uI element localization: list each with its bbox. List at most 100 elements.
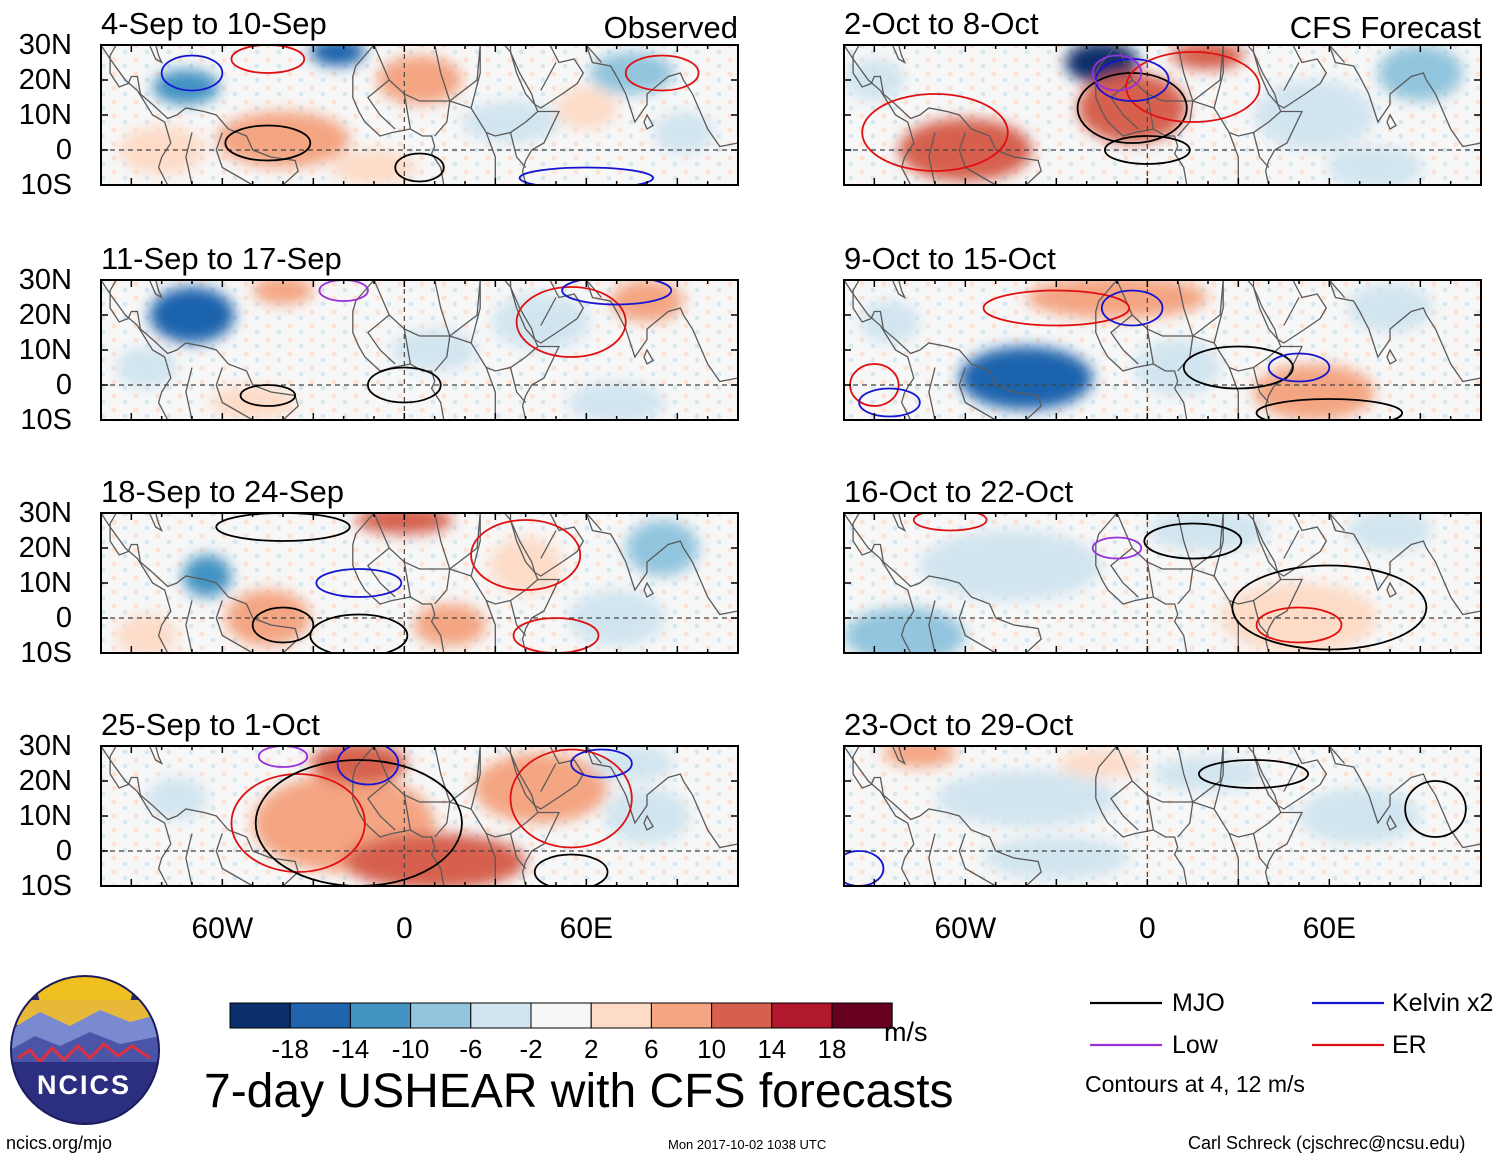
border-3 [470,513,539,605]
contour-6 [1091,54,1143,92]
colorbar-swatch-9 [711,1002,773,1029]
chart-title: 7-day USHEAR with CFS forecasts [204,1065,954,1118]
panel-6 [843,279,1482,421]
colorbar-swatch-1 [229,1002,291,1029]
shear-blob-5 [210,385,296,420]
shear-blob-4 [377,55,462,105]
border-9 [215,367,254,420]
border-9 [958,367,997,420]
contour-2 [160,54,224,92]
contours [849,289,1404,420]
shear-blob-6 [556,87,617,129]
y-tick-label: 30N [18,730,72,762]
coastlines [844,746,1481,886]
colorbar-tick-label: 14 [757,1034,787,1064]
landmass-2 [148,746,164,766]
contours [844,759,1467,886]
colorbar-swatch-5 [470,1002,532,1029]
contour-5 [1091,536,1143,560]
landmass-5 [1328,280,1481,383]
legend-label: ER [1392,1031,1427,1059]
border-4 [367,79,396,130]
contour-6 [858,387,921,418]
y-tick-label: 0 [55,835,72,867]
panel-title: 23-Oct to 29-Oct [844,707,1074,742]
contour-1 [982,289,1131,327]
shear-blob-6 [859,301,920,343]
contour-2 [470,519,582,591]
border-3 [470,45,539,137]
border-12 [1328,280,1345,298]
colorbar-tick-label: 10 [697,1034,727,1064]
shear-blob-8 [461,101,560,143]
colorbar-tick-label: 2 [583,1034,599,1064]
y-tick-label: 20N [18,765,72,797]
border-12 [1328,746,1345,764]
border-5 [403,328,412,365]
contours [861,51,1261,172]
footer-center: Mon 2017-10-02 1038 UTC [668,1137,827,1152]
landmass-3 [1095,45,1304,185]
shear-blob-5 [489,537,563,594]
border-7 [485,600,496,653]
contour-6 [257,746,309,768]
border-4 [367,780,396,831]
shear-blob-7 [589,52,675,94]
border-11 [540,530,557,559]
shear-blob-3 [919,530,1102,601]
legend-label: MJO [1172,989,1225,1017]
colorbar-swatch-7 [590,1002,652,1029]
contour-3 [912,513,988,532]
contours [160,45,700,185]
border-12 [1328,513,1345,531]
y-tick-label: 10S [20,637,72,669]
panel-title: 2-Oct to 8-Oct [844,6,1039,41]
border-8 [509,833,527,869]
contour-5 [518,166,654,185]
border-11 [540,763,557,792]
landmass-7 [537,419,541,420]
shear-blob-7 [625,520,699,576]
shear-blob-1 [883,746,957,767]
y-tick-label: 0 [55,369,72,401]
contour-2 [1255,606,1343,644]
landmass-7 [1280,652,1284,653]
contour-5 [315,568,403,598]
landmass-5 [585,45,738,148]
coastlines [101,746,738,886]
colorbar-units: m/s [884,1017,928,1047]
x-tick-label: 60E [559,912,614,945]
panel-title: 18-Sep to 24-Sep [101,474,345,509]
colorbar-swatch-8 [650,1002,713,1029]
shear-blob-6 [392,329,478,371]
shear-blob-2 [310,45,365,66]
logo-red-line [17,1041,151,1065]
border-12 [585,746,602,764]
border-6 [449,801,472,810]
border-11 [540,62,557,91]
landmass-6 [643,814,654,831]
shear-blob-3 [983,837,1130,879]
landmass-4 [1252,513,1328,577]
border-5 [403,93,412,130]
contour-6 [251,606,315,644]
landmass-5 [585,280,738,383]
colorbar-swatch-3 [349,1002,412,1029]
panel-title: 9-Oct to 15-Oct [844,241,1056,276]
shear-blob-5 [1253,80,1375,150]
footer-left: ncics.org/mjo [6,1133,113,1153]
shear-blob-10 [653,111,714,154]
shading-group [844,513,1433,653]
shear-blob-5 [1347,513,1433,552]
border-6 [1192,100,1215,109]
colorbar-tick-label: 6 [644,1034,659,1064]
x-tick-label: 60W [934,912,997,945]
border-10 [928,600,936,653]
landmass-3 [352,513,561,653]
y-tick-label: 20N [18,64,72,96]
colorbar [229,1002,893,1029]
colorbar-swatch-2 [289,1002,351,1029]
panel-4 [100,745,739,887]
coastlines [101,280,738,420]
